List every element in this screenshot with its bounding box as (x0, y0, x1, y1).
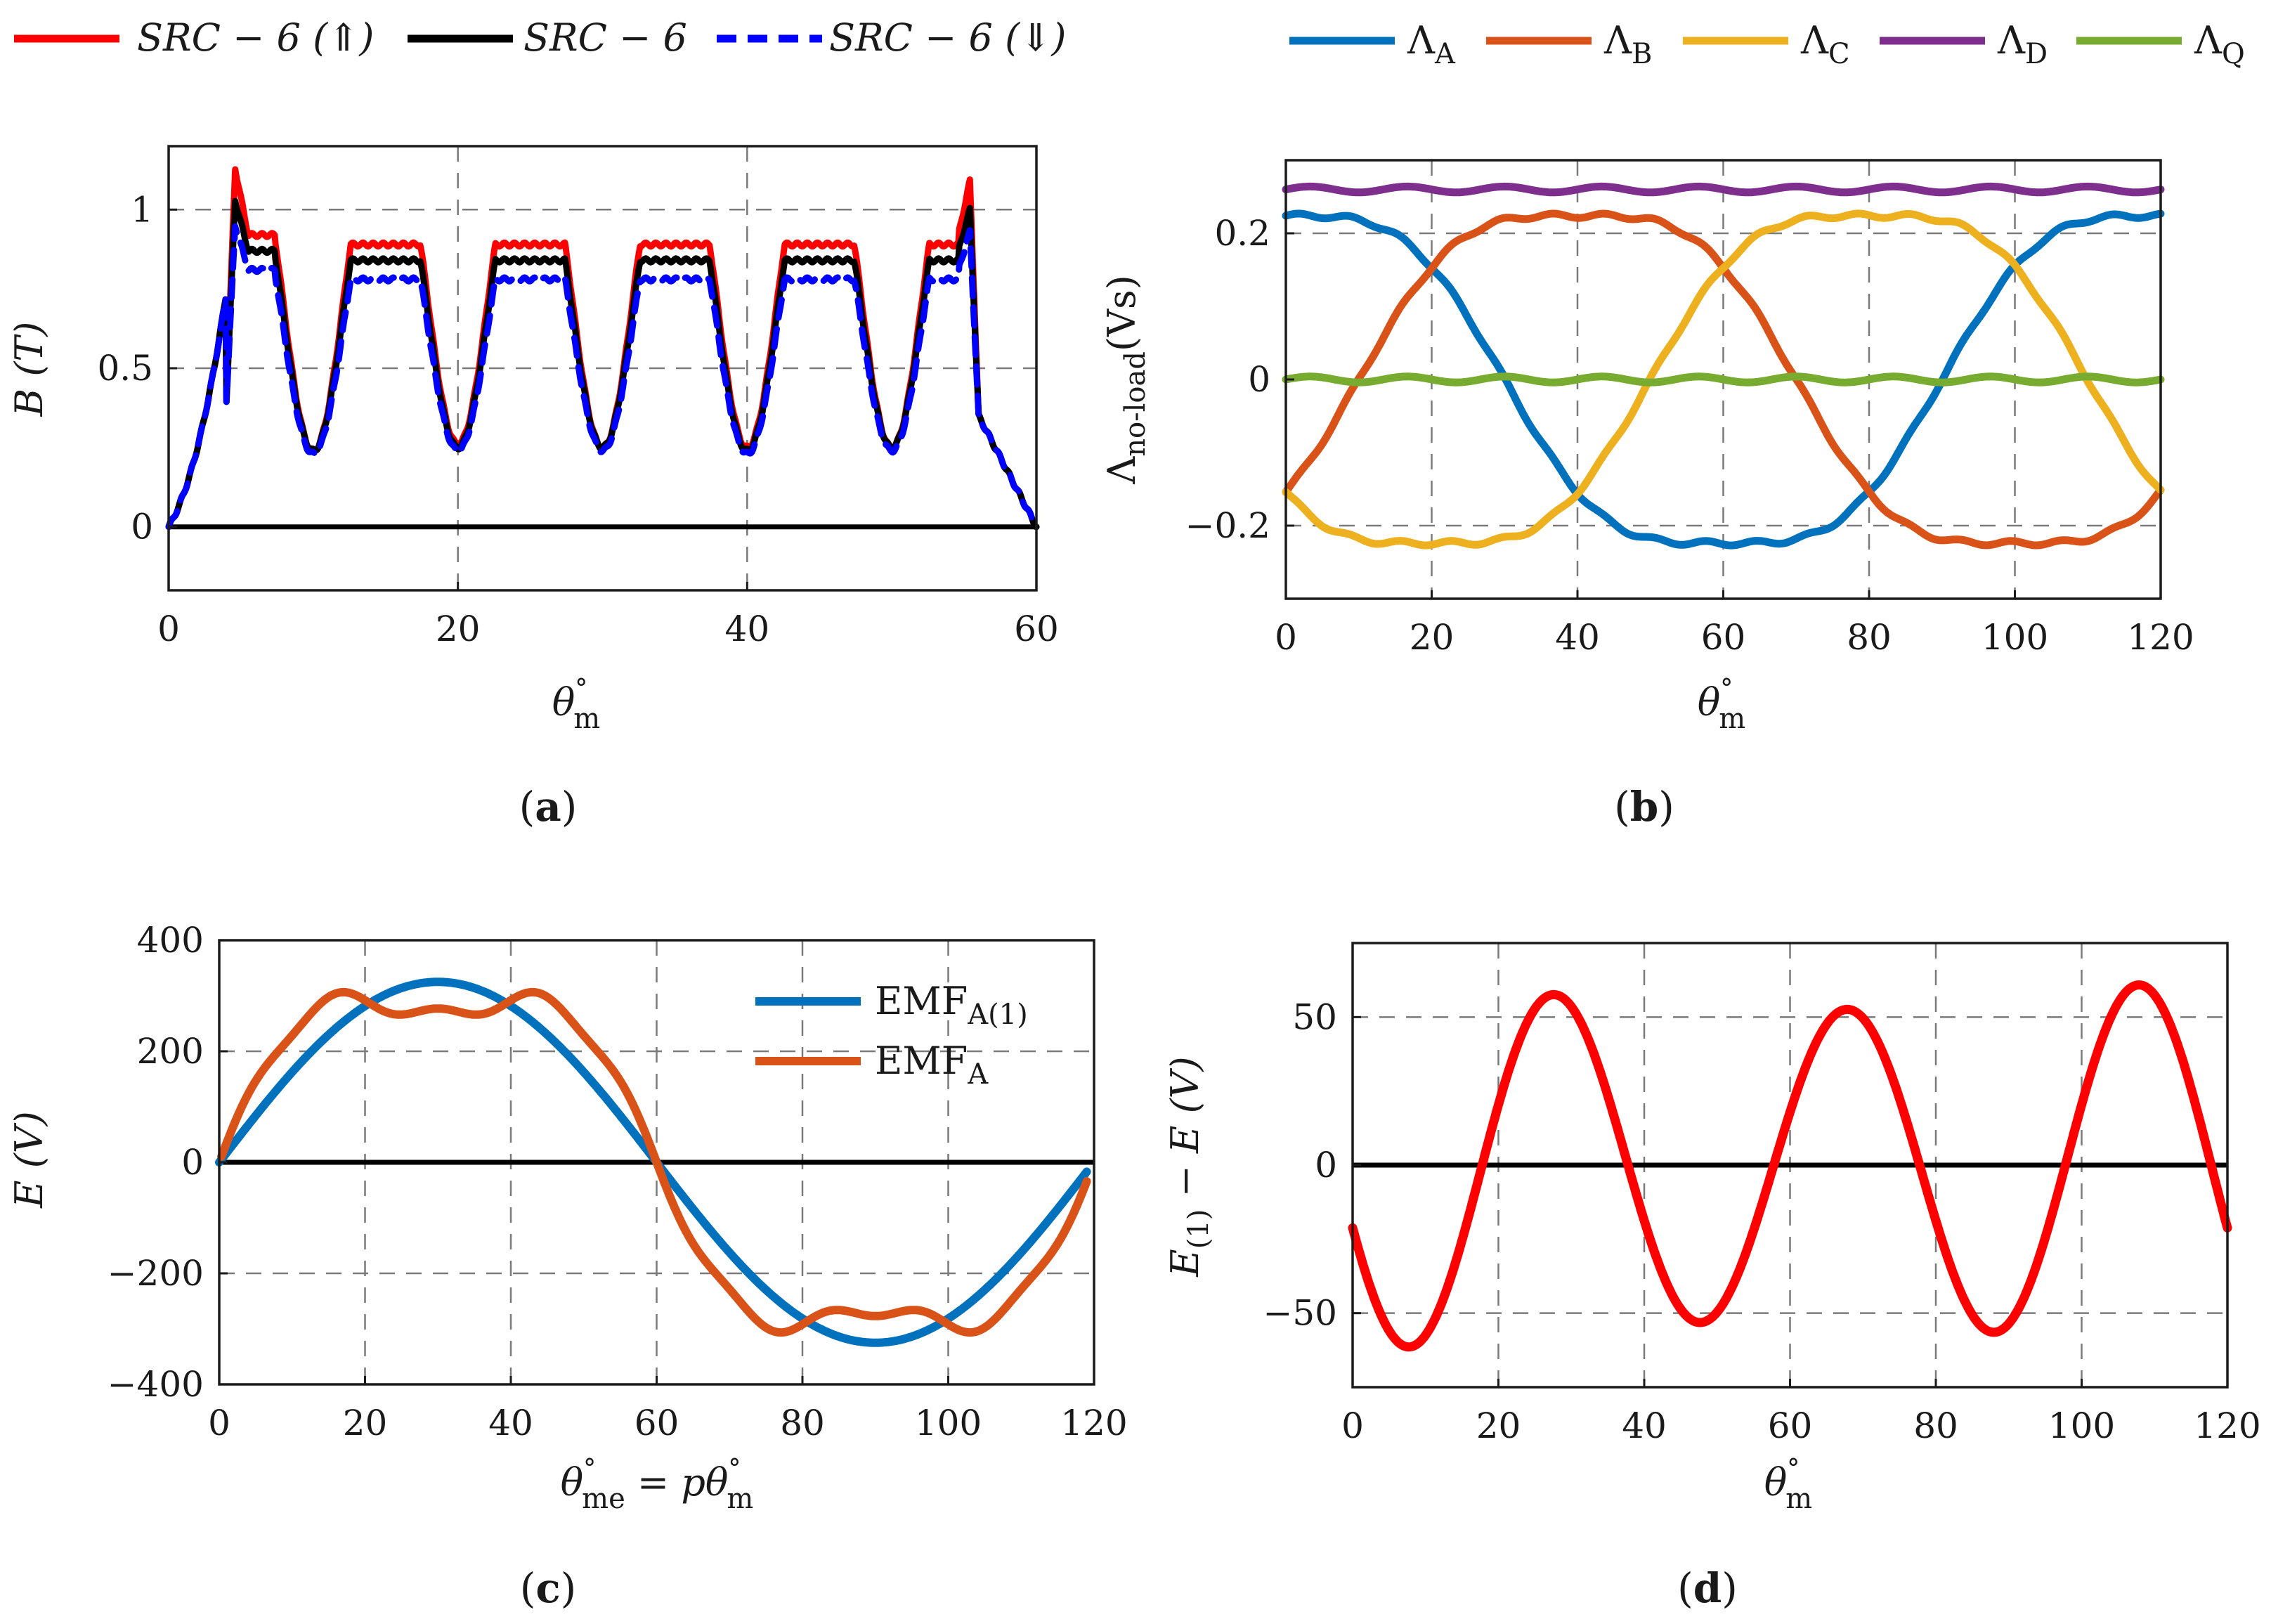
y-tick-label: 400 (137, 920, 204, 961)
x-tick-label: 0 (157, 609, 180, 649)
legend-c-label: EMFA(1) (875, 979, 1028, 1031)
series-a (165, 166, 1040, 531)
x-tick-label: 80 (780, 1403, 825, 1443)
y-tick-label: −0.2 (1185, 505, 1270, 546)
x-tick-label: 100 (1982, 617, 2048, 658)
x-tick-label: 60 (1701, 617, 1746, 658)
series-line-difference (1348, 980, 2232, 1352)
x-tick-label: 60 (635, 1403, 679, 1443)
x-tick-label: 100 (2048, 1405, 2115, 1446)
y-axis-label-a: B (T) (7, 322, 51, 417)
grid-a (169, 146, 1036, 590)
x-tick-label: 80 (1847, 617, 1892, 658)
legend-c: EMFA(1) EMFA (755, 979, 1028, 1091)
x-tick-label: 20 (1476, 1405, 1521, 1446)
x-tick-label: 120 (2194, 1405, 2260, 1446)
y-tick-label: −400 (108, 1364, 204, 1405)
x-tick-label: 20 (343, 1403, 388, 1443)
legend-b: ΛA ΛB ΛC ΛD ΛQ (1289, 18, 2245, 70)
series-line-c (1282, 209, 2165, 550)
legend-b-label: ΛA (1407, 18, 1456, 70)
ticks-c: 0 20 40 60 80 100 120 −400 −200 0 200 400 (108, 920, 1128, 1443)
y-tick-label: 50 (1292, 996, 1337, 1037)
x-tick-label: 20 (1410, 617, 1455, 658)
panel-b: ΛA ΛB ΛC ΛD ΛQ 0 20 40 60 80 100 120 −0.2 0 0.2 Λno-l… (1100, 18, 2245, 831)
x-tick-label: 120 (2127, 617, 2194, 658)
x-tick-label: 60 (1768, 1405, 1813, 1446)
legend-b-label: ΛQ (2194, 18, 2245, 70)
series-b (1282, 182, 2165, 550)
series-line-mid (165, 197, 1040, 531)
x-axis-label-c: θ° me = pθ° m (561, 1455, 754, 1515)
legend-c-label: EMFA (875, 1039, 989, 1091)
y-tick-label: 0.2 (1214, 213, 1270, 254)
caption-c: (c) (520, 1564, 577, 1612)
y-axis-label-b: Λno-load(Vs) (1100, 275, 1152, 485)
y-tick-label: 0 (1248, 359, 1270, 400)
x-tick-label: 120 (1060, 1403, 1127, 1443)
series-c (215, 977, 1094, 1347)
series-line-q (1282, 372, 2165, 386)
legend-b-label: ΛC (1800, 18, 1850, 70)
y-tick-label: 0 (131, 507, 153, 547)
y-tick-label: 0 (1315, 1145, 1337, 1185)
x-axis-label-b: θ° m (1698, 675, 1745, 735)
y-axis-label-c: E (V) (7, 1111, 51, 1209)
y-tick-label: −200 (108, 1253, 204, 1294)
legend-b-label: ΛB (1603, 18, 1652, 70)
x-tick-label: 20 (436, 609, 481, 649)
y-tick-label: 0.5 (97, 348, 153, 389)
caption-d: (d) (1677, 1564, 1738, 1612)
caption-a: (a) (519, 783, 578, 831)
panel-d: 0 20 40 60 80 100 120 −50 0 50 E(1) − E (V) θ° m (… (1163, 942, 2261, 1612)
ticks-d: 0 20 40 60 80 100 120 −50 0 50 (1263, 996, 2260, 1446)
ticks-a: 0 20 40 60 0 0.5 1 (97, 189, 1058, 649)
series-line-up (165, 166, 1040, 531)
series-line-down (165, 223, 1040, 531)
ticks-b: 0 20 40 60 80 100 120 −0.2 0 0.2 (1185, 213, 2194, 658)
series-line-d (1282, 182, 2165, 197)
legend-a-label-down: SRC − 6 (⇓) (829, 15, 1066, 60)
legend-a-label-up: SRC − 6 (⇑) (137, 15, 374, 60)
x-tick-label: 60 (1014, 609, 1059, 649)
x-tick-label: 40 (1622, 1405, 1667, 1446)
x-tick-label: 0 (1341, 1405, 1364, 1446)
x-tick-label: 40 (488, 1403, 533, 1443)
x-tick-label: 40 (1555, 617, 1600, 658)
x-axis-label-a: θ° m (552, 675, 600, 735)
y-axis-label-d: E(1) − E (V) (1163, 1056, 1215, 1277)
y-tick-label: 0 (181, 1142, 204, 1183)
panel-a: SRC − 6 (⇑) SRC − 6 SRC − 6 (⇓) 0 20 40 600… (7, 15, 1066, 831)
x-tick-label: 80 (1913, 1405, 1958, 1446)
legend-a-label-mid: SRC − 6 (523, 15, 687, 60)
x-tick-label: 100 (915, 1403, 982, 1443)
x-tick-label: 0 (208, 1403, 230, 1443)
legend-b-label: ΛD (1997, 18, 2048, 70)
x-axis-label-d: θ° m (1764, 1455, 1812, 1515)
y-tick-label: 200 (137, 1031, 204, 1072)
y-tick-label: 1 (131, 189, 153, 230)
series-d (1348, 980, 2232, 1352)
x-tick-label: 0 (1275, 617, 1297, 658)
x-tick-label: 40 (725, 609, 770, 649)
legend-a: SRC − 6 (⇑) SRC − 6 SRC − 6 (⇓) (14, 15, 1066, 60)
series-line-emf-a (217, 987, 1091, 1337)
y-tick-label: −50 (1263, 1293, 1337, 1334)
caption-b: (b) (1614, 783, 1674, 831)
